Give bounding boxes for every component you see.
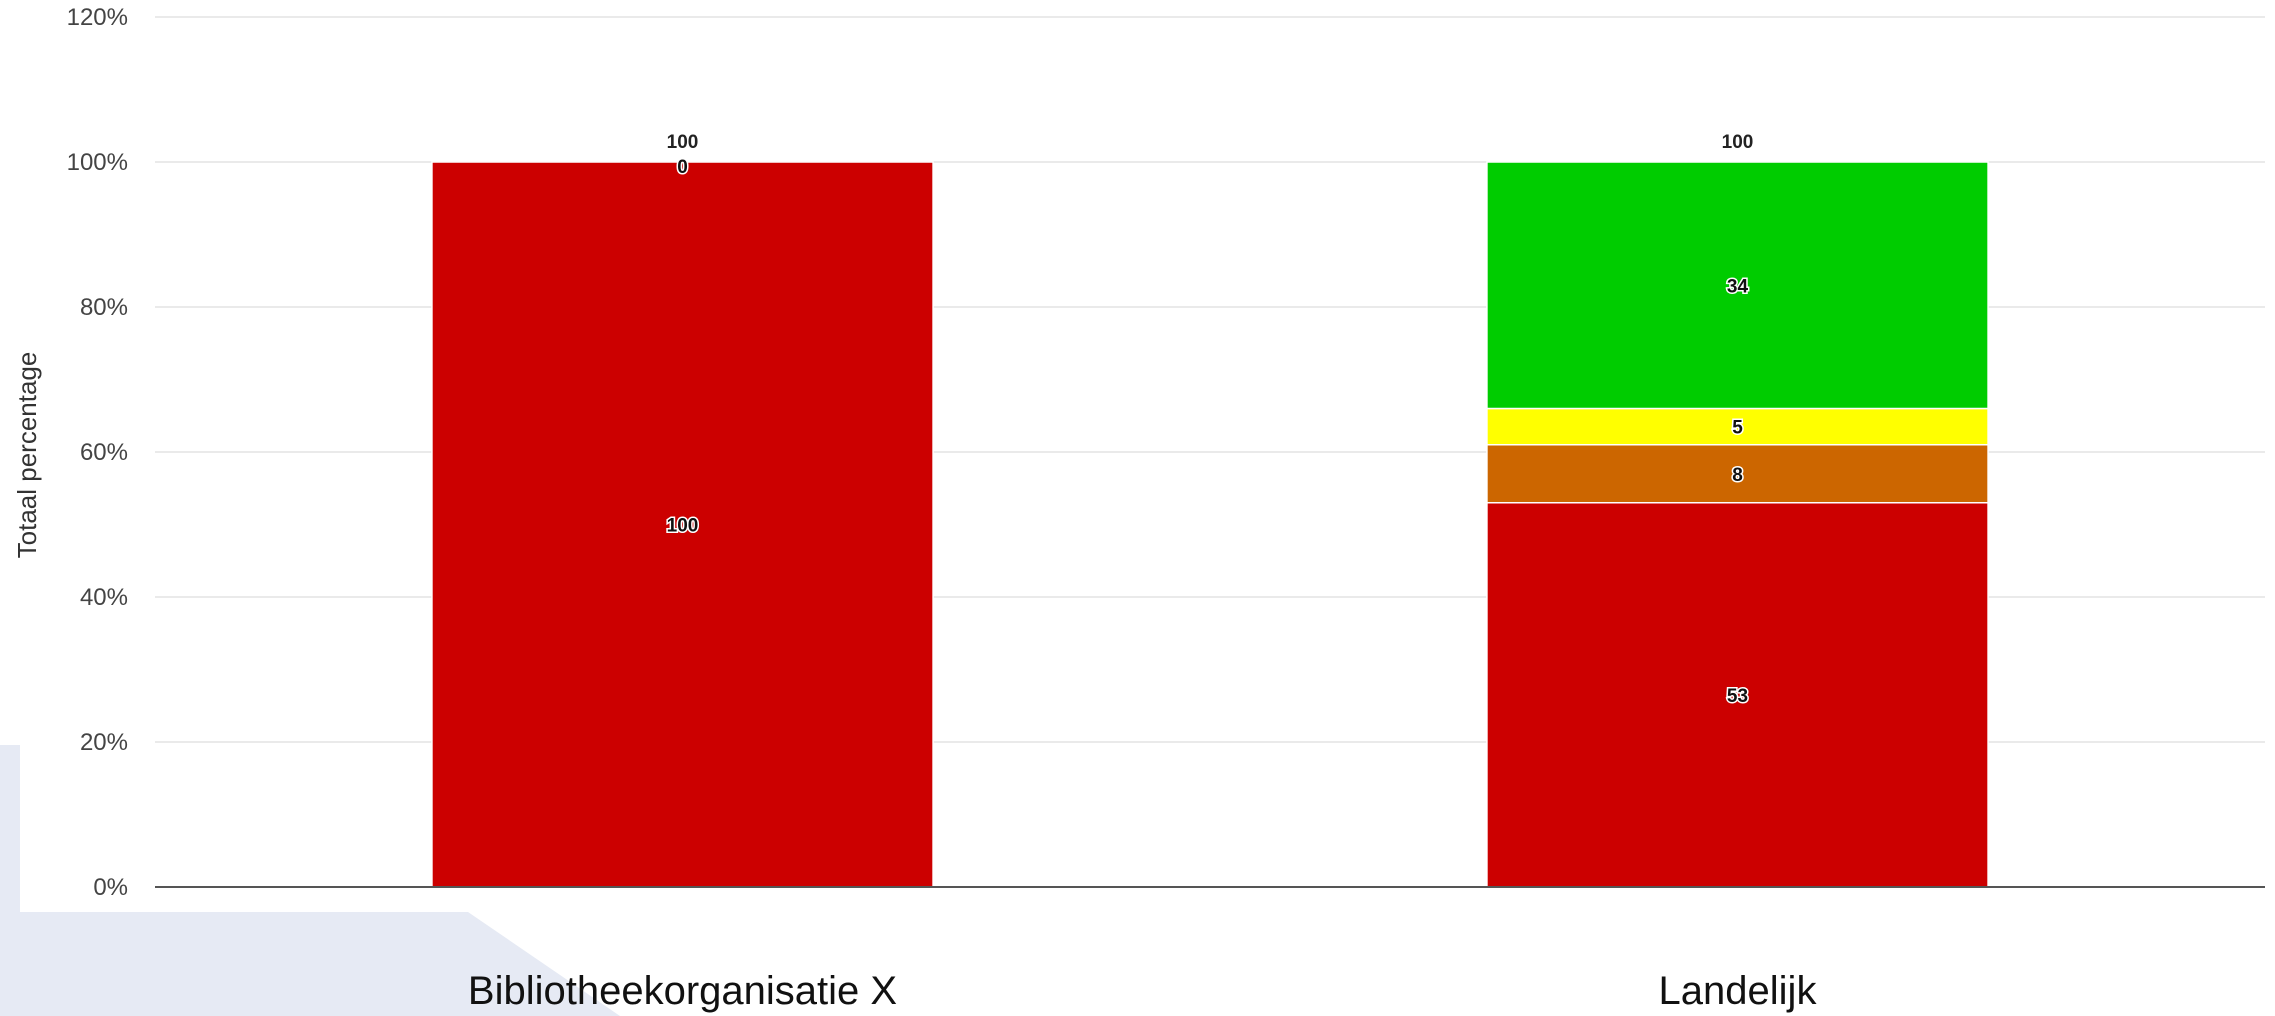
data-label: 8 <box>1732 465 1743 486</box>
data-label: 34 <box>1727 276 1749 297</box>
x-category-label: Bibliotheekorganisatie X <box>468 969 897 1013</box>
bar-segment <box>1486 502 1989 888</box>
background-decoration <box>0 745 620 1016</box>
y-tick-label: 40% <box>80 584 128 611</box>
y-tick-label: 0% <box>93 874 128 901</box>
y-tick-label: 80% <box>80 294 128 321</box>
y-tick-label: 100% <box>67 149 128 176</box>
bar-segment <box>1486 444 1989 504</box>
data-label: 100 <box>667 516 699 537</box>
x-axis-categories: Bibliotheekorganisatie X Landelijk <box>468 969 1818 1013</box>
data-label: 0 <box>677 157 688 178</box>
total-label: 100 <box>1722 132 1754 153</box>
y-tick-label: 120% <box>67 4 128 31</box>
y-tick-label: 20% <box>80 729 128 756</box>
y-axis-title: Totaal percentage <box>12 352 42 559</box>
x-category-label: Landelijk <box>1659 969 1818 1013</box>
bars: 100 0 100 53 8 5 34 100 <box>431 132 1989 888</box>
y-axis-ticks: 0% 20% 40% 60% 80% 100% 120% <box>67 4 128 901</box>
total-label: 100 <box>667 132 699 153</box>
data-label: 5 <box>1732 418 1743 439</box>
bar-segment <box>431 161 934 888</box>
bar-segment <box>1486 407 1989 446</box>
data-label: 53 <box>1727 686 1748 707</box>
y-tick-label: 60% <box>80 439 128 466</box>
bar-segment <box>1486 161 1989 410</box>
